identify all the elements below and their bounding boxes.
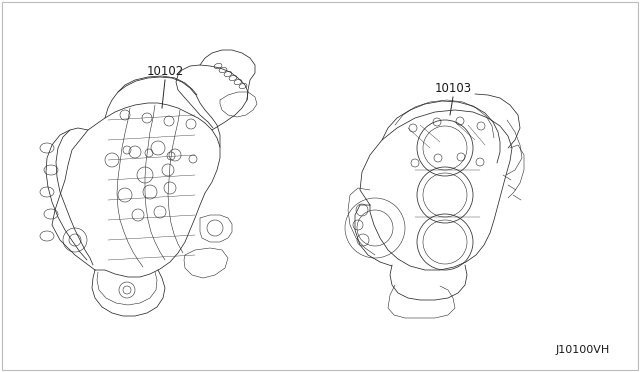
Text: 10102: 10102 — [147, 65, 184, 78]
Text: 10103: 10103 — [435, 82, 472, 95]
Text: J10100VH: J10100VH — [556, 345, 610, 355]
